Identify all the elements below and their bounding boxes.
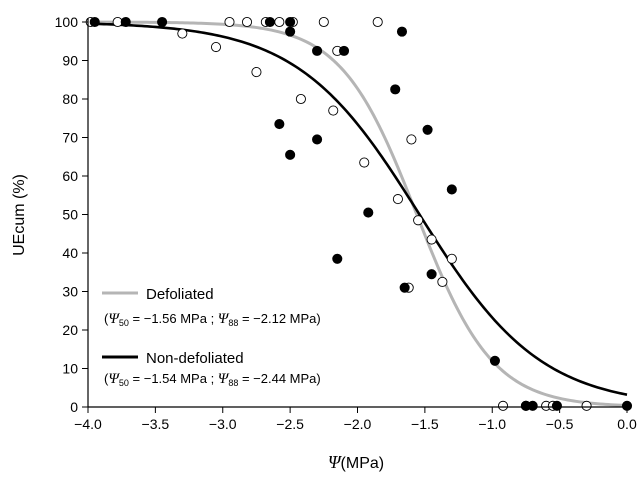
point-defoliated [426,234,437,245]
point-defoliated [224,16,235,28]
legend: Defoliated (Ψ50 = −1.56 MPa ; Ψ88 = −2.1… [102,286,321,388]
point-non-defoliated [120,16,131,28]
y-tick-label: 10 [62,361,78,377]
axes [87,18,627,408]
x-axis-symbol: Ψ [328,452,343,472]
x-tick-label: −4.0 [74,416,102,432]
point-non-defoliated [264,16,275,28]
y-tick-label: 80 [62,91,78,107]
point-defoliated [210,41,222,53]
y-tick-label: 70 [62,130,78,146]
point-defoliated [413,215,424,226]
x-tick-label: −0.5 [546,416,574,432]
point-non-defoliated [527,400,538,411]
point-defoliated [497,400,509,411]
point-defoliated [581,400,592,411]
point-non-defoliated [157,16,168,28]
point-non-defoliated [489,355,500,366]
point-defoliated [295,93,306,105]
y-tick-label: 30 [62,284,78,300]
point-non-defoliated [422,124,433,135]
data-points [85,16,633,411]
y-tick-label: 40 [62,245,78,261]
point-non-defoliated [399,282,410,293]
fitted-curves [87,20,628,408]
point-defoliated [251,67,262,78]
x-tick-label: −2.5 [276,416,304,432]
x-tick-label: 0.0 [617,416,637,432]
point-defoliated [241,16,253,28]
legend-note-non-defoliated: (Ψ50 = −1.54 MPa ; Ψ88 = −2.44 MPa) [104,371,321,388]
x-tick-label: −3.5 [142,416,170,432]
point-non-defoliated [390,84,401,95]
point-non-defoliated [551,400,562,411]
point-non-defoliated [312,45,323,56]
curve-non-defoliated [87,22,628,396]
legend-note-defoliated: (Ψ50 = −1.56 MPa ; Ψ88 = −2.12 MPa) [104,311,321,328]
point-defoliated [437,276,448,287]
point-defoliated [446,253,457,264]
point-defoliated [274,16,285,28]
point-non-defoliated [89,16,100,28]
point-non-defoliated [396,26,408,37]
point-non-defoliated [285,16,296,28]
point-non-defoliated [338,45,350,56]
point-defoliated [406,134,417,145]
point-defoliated [177,28,188,39]
legend-label-defoliated: Defoliated [146,286,214,303]
x-tick-label: −1.5 [411,416,439,432]
point-non-defoliated [285,26,296,37]
y-tick-label: 100 [55,14,79,30]
point-non-defoliated [274,118,285,130]
ticks: −4.0 −3.5 −3.0 −2.5 −2.0 −1.5 −1.0 −0.5 0.0 0 10 20… [55,14,637,432]
y-tick-label: 20 [62,322,78,338]
y-tick-label: 60 [62,168,78,184]
y-tick-label: 0 [70,399,78,415]
x-axis-unit: (MPa) [341,455,385,472]
point-defoliated [328,105,339,116]
x-axis-title: Ψ(MPa) [328,452,384,472]
x-tick-label: −2.0 [344,416,372,432]
point-non-defoliated [363,207,374,218]
point-non-defoliated [285,149,296,160]
point-non-defoliated [426,269,437,280]
point-defoliated [359,157,370,168]
y-tick-label: 50 [62,207,78,223]
y-axis-title: UEcum (%) [11,174,28,256]
x-tick-label: −1.0 [478,416,506,432]
point-defoliated [392,194,403,205]
y-tick-label: 90 [62,53,78,69]
point-non-defoliated [332,253,343,264]
point-defoliated [318,16,329,28]
point-non-defoliated [312,134,323,145]
point-defoliated [372,16,383,28]
curve-defoliated [88,20,628,408]
point-non-defoliated [446,184,457,195]
x-tick-label: −3.0 [209,416,237,432]
legend-label-non-defoliated: Non-defoliated [146,350,244,367]
